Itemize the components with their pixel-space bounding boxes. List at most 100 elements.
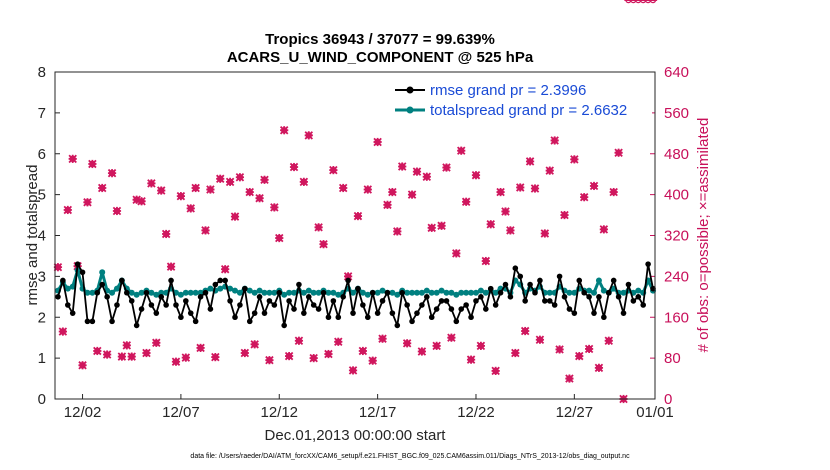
obs-assimilated-marker <box>383 200 392 210</box>
obs-assimilated-marker <box>304 131 314 140</box>
rmse-point <box>419 302 425 308</box>
rmse-point <box>104 294 110 300</box>
rmse-point <box>615 294 622 300</box>
obs-assimilated-marker <box>83 198 92 207</box>
rmse-point <box>84 318 91 325</box>
obs-assimilated-marker <box>466 355 476 364</box>
obs-assimilated-marker <box>338 183 348 193</box>
rmse-point <box>79 269 86 276</box>
rmse-point <box>384 289 391 296</box>
obs-assimilated-marker <box>102 350 112 359</box>
totalspread-point <box>99 269 106 276</box>
totalspread-point <box>546 289 553 296</box>
obs-assimilated-marker <box>471 170 481 180</box>
obs-assimilated-marker <box>373 137 382 147</box>
totalspread-point <box>227 285 234 292</box>
totalspread-point <box>271 289 278 296</box>
obs-assimilated-marker <box>63 205 73 215</box>
totalspread-point <box>409 289 416 296</box>
rmse-point <box>74 261 81 267</box>
rmse-point <box>64 302 71 308</box>
totalspread-point <box>291 289 298 296</box>
rmse-point <box>527 281 533 288</box>
obs-assimilated-marker <box>599 225 609 234</box>
obs-assimilated-marker <box>78 361 87 370</box>
rmse-point <box>138 306 145 312</box>
y2-tick-label: 640 <box>664 64 689 81</box>
totalspread-point <box>418 289 425 296</box>
obs-assimilated-marker <box>97 183 107 193</box>
obs-assimilated-marker <box>171 357 181 366</box>
obs-assimilated-marker <box>299 177 309 187</box>
rmse-point <box>576 277 583 284</box>
obs-assimilated-marker <box>137 197 146 206</box>
rmse-point <box>414 310 420 316</box>
obs-assimilated-marker <box>461 197 471 207</box>
y2-tick-label: 240 <box>664 268 689 285</box>
rmse-point <box>310 302 317 308</box>
rmse-point <box>335 314 342 321</box>
obs-assimilated-marker <box>260 175 269 185</box>
totalspread-point <box>310 289 317 296</box>
x-tick-label: 12/12 <box>260 404 298 421</box>
rmse-point <box>197 294 204 300</box>
obs-assimilated-marker <box>329 165 338 175</box>
obs-assimilated-marker <box>496 187 505 197</box>
rmse-point <box>394 322 401 329</box>
rmse-point <box>143 289 150 296</box>
rmse-point <box>468 314 474 321</box>
legend-spread-marker <box>406 106 414 114</box>
totalspread-point <box>350 289 357 296</box>
rmse-point <box>222 277 228 284</box>
y2-tick-label: 480 <box>664 146 689 163</box>
rmse-point <box>399 289 406 296</box>
obs-assimilated-marker <box>191 183 200 193</box>
obs-assimilated-marker <box>437 221 446 231</box>
rmse-point <box>315 306 322 312</box>
rmse-point <box>340 294 346 300</box>
obs-assimilated-marker <box>324 349 333 359</box>
rmse-point <box>428 314 435 321</box>
obs-assimilated-marker <box>196 343 205 353</box>
totalspread-point <box>64 285 71 292</box>
totalspread-point <box>109 289 116 296</box>
totalspread-point <box>468 289 475 296</box>
obs-assimilated-marker <box>363 185 373 194</box>
rmse-point <box>448 306 455 312</box>
obs-assimilated-marker <box>275 233 284 243</box>
rmse-point <box>296 281 302 288</box>
totalspread-point <box>359 289 366 296</box>
obs-assimilated-marker <box>186 204 195 213</box>
obs-assimilated-marker <box>417 347 427 356</box>
obs-assimilated-marker <box>107 168 117 178</box>
obs-assimilated-marker <box>481 256 491 266</box>
rmse-point <box>350 310 356 316</box>
totalspread-point <box>423 287 430 294</box>
rmse-point <box>581 289 587 296</box>
obs-assimilated-marker <box>152 338 161 348</box>
rmse-point <box>173 302 179 308</box>
obs-assimilated-marker <box>358 346 368 356</box>
obs-assimilated-marker <box>314 223 323 232</box>
rmse-point <box>128 298 135 304</box>
obs-assimilated-marker <box>491 366 500 376</box>
obs-assimilated-marker <box>501 207 510 216</box>
x-tick-label: 01/01 <box>636 404 674 421</box>
legend-spread-label: totalspread grand pr = 2.6632 <box>430 102 627 119</box>
y-tick-label: 6 <box>38 146 46 163</box>
obs-assimilated-marker <box>201 226 210 235</box>
rmse-point <box>281 322 287 329</box>
rmse-point <box>463 302 469 308</box>
totalspread-point <box>438 287 445 294</box>
obs-assimilated-marker <box>166 262 176 271</box>
rmse-point <box>232 314 238 321</box>
rmse-point <box>89 318 96 325</box>
chart-title: Tropics 36943 / 37077 = 99.639% <box>265 31 495 48</box>
rmse-point <box>301 310 307 316</box>
rmse-point <box>546 298 553 304</box>
obs-assimilated-marker <box>240 348 250 358</box>
rmse-point <box>497 289 504 296</box>
y-tick-label: 3 <box>38 268 46 285</box>
totalspread-point <box>335 291 342 298</box>
rmse-point <box>492 302 499 308</box>
